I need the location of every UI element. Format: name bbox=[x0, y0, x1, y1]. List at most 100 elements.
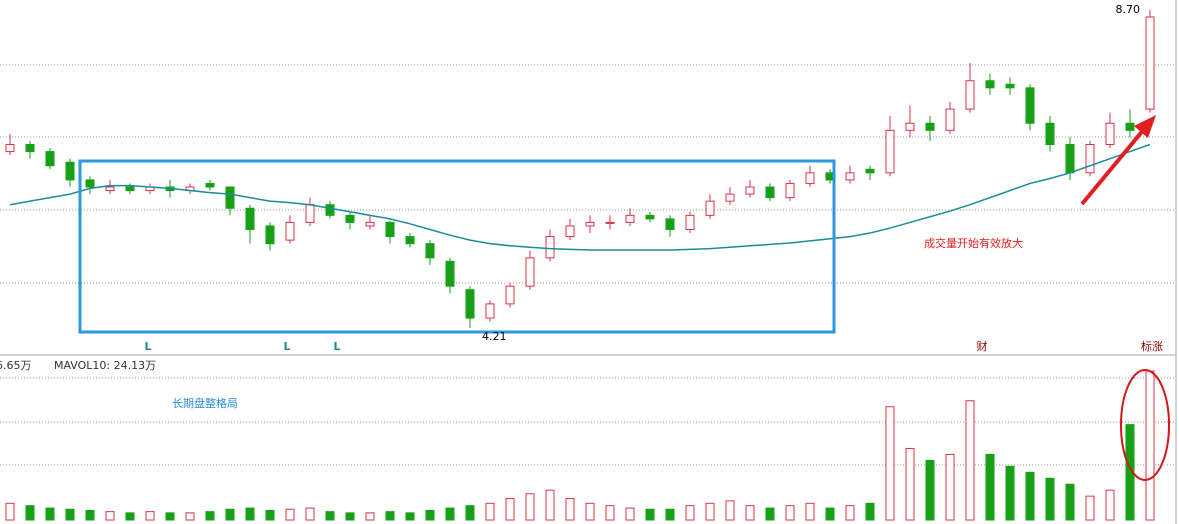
volume-bar bbox=[385, 511, 395, 521]
candle-body bbox=[645, 214, 655, 220]
candle-body bbox=[905, 122, 915, 131]
volume-bar bbox=[125, 512, 135, 521]
volume-bar bbox=[785, 505, 795, 521]
candle-body bbox=[485, 303, 495, 319]
volume-bar bbox=[745, 505, 755, 521]
moving-average bbox=[9, 143, 1151, 251]
volume-bar bbox=[185, 512, 195, 521]
volume-ellipse bbox=[1120, 369, 1170, 481]
volume-bar bbox=[685, 505, 695, 521]
candle-body bbox=[65, 161, 75, 181]
volume-bar bbox=[485, 502, 495, 521]
candle-body bbox=[345, 214, 355, 223]
marker: L bbox=[283, 340, 290, 353]
candle-body bbox=[805, 172, 815, 184]
volume-bar bbox=[545, 489, 555, 521]
candle-body bbox=[245, 207, 255, 230]
volume-bar bbox=[45, 507, 55, 521]
candle-body bbox=[205, 182, 215, 188]
candle-body bbox=[1145, 16, 1155, 110]
volume-bar bbox=[345, 512, 355, 521]
volume-bar bbox=[1085, 495, 1095, 521]
candle-body bbox=[365, 221, 375, 227]
candle-body bbox=[925, 122, 935, 131]
volume-bar bbox=[445, 507, 455, 521]
high-label: 8.70 bbox=[1116, 3, 1141, 16]
volume-bar bbox=[65, 508, 75, 521]
volume-bar bbox=[405, 512, 415, 521]
candle-body bbox=[1045, 122, 1055, 145]
candle-body bbox=[1085, 144, 1095, 174]
marker: 标涨 bbox=[1141, 339, 1163, 353]
candle-body bbox=[525, 257, 535, 287]
marker: L bbox=[144, 340, 151, 353]
candle-body bbox=[1065, 144, 1075, 174]
volume-bar bbox=[585, 502, 595, 521]
volume-bar bbox=[825, 507, 835, 521]
volume-bar bbox=[105, 511, 115, 521]
volume-bar bbox=[765, 507, 775, 521]
volume-bar bbox=[225, 508, 235, 521]
volume-bar bbox=[845, 505, 855, 521]
volume-bar bbox=[165, 512, 175, 521]
candle-body bbox=[685, 214, 695, 230]
candle-body bbox=[385, 221, 395, 238]
candle-body bbox=[285, 221, 295, 241]
volume-bar bbox=[305, 507, 315, 521]
volume-bar bbox=[245, 507, 255, 521]
candle-body bbox=[125, 186, 135, 192]
volume-bar bbox=[1065, 483, 1075, 521]
candle-body bbox=[505, 285, 515, 305]
volume-bar bbox=[205, 511, 215, 521]
volume-bar bbox=[325, 511, 335, 521]
volume-bar bbox=[505, 498, 515, 521]
volume-bar bbox=[465, 505, 475, 521]
volume-bar bbox=[865, 502, 875, 521]
candle-body bbox=[725, 193, 735, 202]
candle-body bbox=[665, 218, 675, 230]
candle-body bbox=[585, 221, 595, 227]
volume-bar bbox=[965, 400, 975, 521]
candle-body bbox=[1005, 83, 1015, 89]
volume-bar bbox=[805, 502, 815, 521]
candle-body bbox=[425, 243, 435, 259]
volume-bar bbox=[1045, 477, 1055, 521]
volume-bar bbox=[945, 453, 955, 521]
volume-bar bbox=[705, 502, 715, 521]
annotation: 长期盘整格局 bbox=[172, 396, 238, 410]
volume-bar bbox=[365, 512, 375, 521]
volume-bar bbox=[1145, 370, 1155, 521]
volume-bar bbox=[525, 493, 535, 521]
volume-bar bbox=[725, 500, 735, 521]
candle-body bbox=[25, 144, 35, 153]
candle-body bbox=[985, 80, 995, 89]
volume-bar bbox=[1105, 489, 1115, 521]
low-label: 4.21 bbox=[482, 330, 507, 343]
volume-bar bbox=[625, 507, 635, 521]
candle-body bbox=[305, 204, 315, 223]
volume-bar bbox=[605, 505, 615, 521]
candle-body bbox=[885, 129, 895, 174]
candle-body bbox=[545, 236, 555, 259]
candle-body bbox=[1025, 87, 1035, 124]
annotation: 成交量开始有效放大 bbox=[924, 236, 1023, 250]
volume-bar bbox=[1025, 471, 1035, 521]
candle-body bbox=[865, 168, 875, 174]
volume-bar bbox=[425, 509, 435, 521]
marker: 财 bbox=[977, 339, 988, 353]
volume-bar bbox=[925, 459, 935, 521]
candle-body bbox=[225, 186, 235, 209]
marker: L bbox=[333, 340, 340, 353]
candle-body bbox=[325, 204, 335, 216]
candle-body bbox=[105, 186, 115, 192]
arrow-shaft bbox=[1080, 126, 1147, 206]
volume-bar bbox=[645, 508, 655, 521]
volume-bar bbox=[145, 511, 155, 521]
volume-bar bbox=[5, 502, 15, 521]
candle-body bbox=[565, 225, 575, 238]
mavol-label: MAVOL10: 24.13万 bbox=[54, 359, 156, 372]
candle-body bbox=[765, 186, 775, 199]
candle-body bbox=[625, 214, 635, 223]
candle-body bbox=[785, 182, 795, 199]
candle-body bbox=[845, 172, 855, 181]
